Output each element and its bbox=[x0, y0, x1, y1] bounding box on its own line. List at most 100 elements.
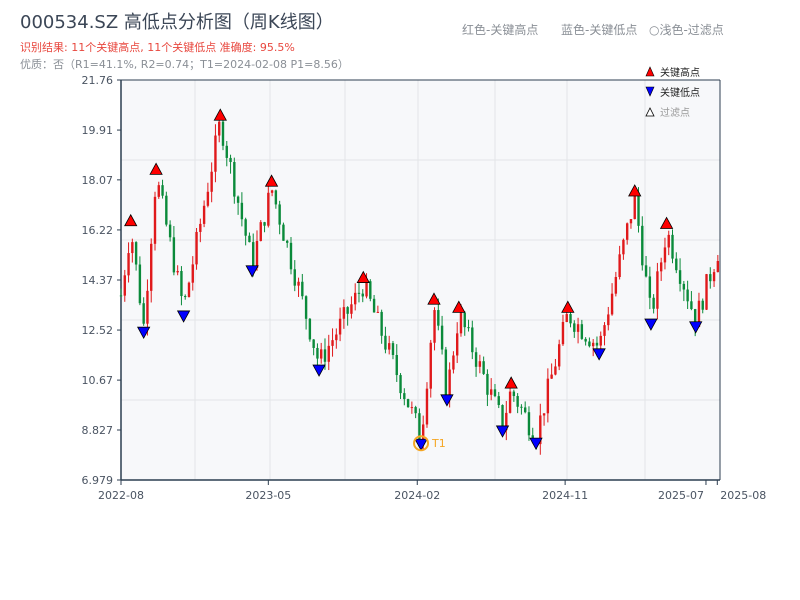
quality-summary: 优质：否（R1=41.1%, R2=0.74；T1=2024-02-08 P1=… bbox=[20, 58, 349, 71]
candle-body bbox=[350, 304, 353, 314]
y-tick-label: 19.91 bbox=[82, 124, 114, 137]
candle-body bbox=[146, 290, 149, 324]
candle-body bbox=[123, 275, 126, 296]
candle-body bbox=[425, 388, 429, 425]
candle-body bbox=[701, 300, 704, 310]
y-tick-label: 18.07 bbox=[82, 174, 114, 187]
candle-body bbox=[191, 264, 194, 283]
candle-body bbox=[199, 223, 202, 232]
candle-body bbox=[301, 281, 304, 297]
y-tick-label: 10.67 bbox=[82, 374, 114, 387]
candle-body bbox=[138, 264, 142, 304]
legend-low-icon bbox=[645, 86, 655, 97]
candle-body bbox=[184, 296, 187, 298]
candle-body bbox=[195, 231, 198, 265]
candle-body bbox=[433, 310, 436, 343]
candle-body bbox=[588, 341, 591, 347]
legend-high-label: 关键高点 bbox=[660, 66, 700, 79]
candle-body bbox=[429, 342, 432, 389]
candle-body bbox=[278, 204, 281, 225]
candle-body bbox=[119, 295, 123, 297]
candle-body bbox=[448, 369, 451, 396]
candle-body bbox=[218, 121, 221, 136]
candle-body bbox=[550, 374, 553, 379]
candle-body bbox=[142, 303, 145, 324]
candle-body bbox=[421, 424, 425, 440]
candle-body bbox=[380, 311, 383, 336]
candle-body bbox=[489, 389, 493, 395]
candle-body bbox=[338, 318, 342, 335]
candle-body bbox=[335, 334, 338, 341]
key-low-marker bbox=[592, 348, 606, 361]
candle-body bbox=[320, 349, 323, 359]
candle-body bbox=[678, 270, 682, 284]
candle-body bbox=[304, 296, 308, 319]
candle-body bbox=[690, 301, 693, 310]
candle-body bbox=[580, 324, 584, 339]
candle-body bbox=[705, 274, 708, 310]
legend-filtered-label: 过滤点 bbox=[660, 106, 690, 119]
candle-body bbox=[595, 342, 599, 346]
key-high-marker bbox=[356, 270, 370, 283]
candle-body bbox=[697, 300, 701, 328]
candle-body bbox=[153, 196, 157, 244]
key-low-marker bbox=[414, 438, 428, 452]
candle-body bbox=[267, 192, 270, 226]
candle-body bbox=[225, 145, 228, 158]
candle-body bbox=[259, 222, 262, 241]
candle-body bbox=[399, 375, 402, 394]
key-high-marker bbox=[659, 216, 674, 229]
candle-body bbox=[395, 354, 398, 376]
y-tick-label: 12.52 bbox=[82, 324, 114, 337]
candle-body bbox=[414, 407, 417, 414]
y-tick-label: 16.22 bbox=[82, 224, 114, 237]
candle-body bbox=[542, 413, 546, 416]
key-low-marker bbox=[245, 265, 259, 278]
candle-body bbox=[501, 405, 504, 431]
candle-body bbox=[693, 309, 697, 328]
candle-body bbox=[523, 407, 527, 413]
candle-body bbox=[648, 276, 652, 298]
candle-body bbox=[527, 412, 531, 436]
key-high-marker bbox=[124, 213, 138, 227]
key-high-marker bbox=[427, 292, 441, 305]
key-high-marker bbox=[213, 108, 227, 121]
key-low-marker bbox=[136, 326, 151, 340]
candle-body bbox=[561, 321, 565, 345]
candle-body bbox=[297, 281, 300, 286]
candle-body bbox=[248, 235, 251, 243]
candle-body bbox=[508, 391, 512, 413]
candle-body bbox=[493, 389, 497, 397]
candle-body bbox=[165, 195, 168, 225]
candle-body bbox=[410, 407, 414, 409]
legend-filtered-icon bbox=[645, 107, 655, 117]
candle-body bbox=[357, 292, 361, 294]
candle-body bbox=[214, 135, 217, 172]
color-key-high: 红色-关键高点 bbox=[462, 23, 539, 37]
candle-body bbox=[202, 205, 206, 224]
legend-low-label: 关键低点 bbox=[660, 86, 700, 99]
candle-body bbox=[610, 293, 614, 315]
candle-body bbox=[573, 323, 576, 332]
candle-body bbox=[452, 355, 455, 370]
candle-body bbox=[497, 396, 500, 406]
candle-body bbox=[667, 234, 670, 248]
x-tick-label: 2025-08 bbox=[720, 489, 766, 502]
candle-body bbox=[686, 289, 689, 302]
candle-body bbox=[150, 243, 153, 291]
candle-body bbox=[180, 270, 183, 297]
candle-body bbox=[467, 327, 470, 329]
key-high-marker bbox=[264, 174, 279, 187]
chart-title: 000534.SZ 高低点分析图（周K线图） bbox=[20, 12, 334, 33]
candle-body bbox=[622, 239, 625, 255]
candle-body bbox=[463, 312, 466, 328]
key-low-marker bbox=[176, 310, 191, 323]
candle-body bbox=[406, 399, 410, 408]
key-high-marker bbox=[628, 184, 642, 197]
candle-body bbox=[210, 171, 213, 192]
candle-body bbox=[372, 298, 376, 313]
candle-body bbox=[516, 396, 519, 407]
candle-body bbox=[206, 191, 210, 206]
candle-body bbox=[591, 342, 595, 347]
